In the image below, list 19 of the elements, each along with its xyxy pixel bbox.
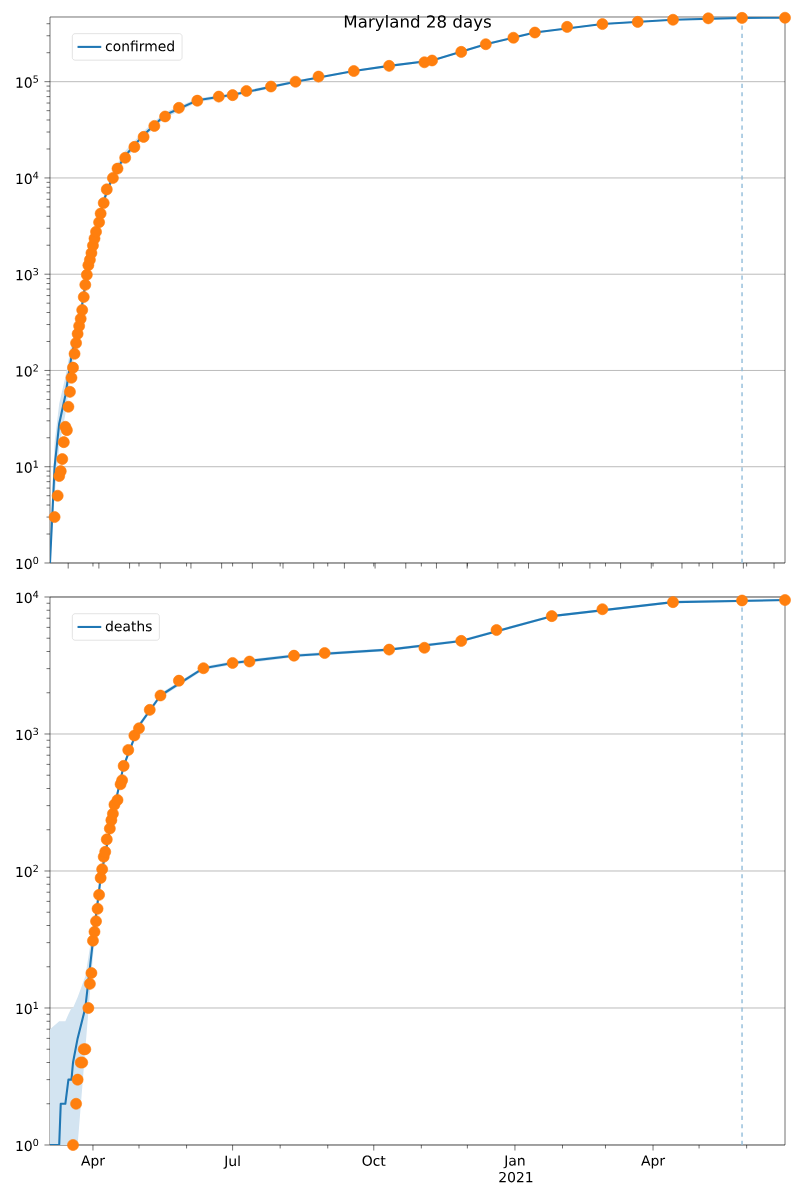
y-tick-label: 10$^{4}$: [16, 171, 39, 185]
x-tick-label: Jul: [223, 1155, 240, 1169]
y-tick-label: 10$^{2}$: [16, 364, 38, 377]
x-tick-label: Apr: [81, 1155, 105, 1169]
y-tick-label: 10$^{1}$: [16, 1001, 38, 1015]
legend-label: deaths: [105, 620, 152, 632]
y-tick-label: 10$^{4}$: [16, 590, 39, 604]
y-tick-label: 10$^{0}$: [16, 556, 39, 570]
y-tick-label: 10$^{3}$: [16, 727, 39, 741]
x-tick-label: Jan 2021: [499, 1155, 533, 1183]
legend-label: confirmed: [105, 40, 174, 52]
x-tick-label: Oct: [362, 1155, 386, 1166]
y-tick-label: 10$^{2}$: [16, 864, 38, 878]
y-tick-label: 10$^{0}$: [16, 1138, 39, 1152]
chart-title: Maryland 28 days: [344, 14, 491, 32]
y-tick-label: 10$^{5}$: [16, 75, 38, 88]
x-tick-label: Apr: [641, 1155, 666, 1169]
y-tick-label: 10$^{1}$: [16, 460, 38, 473]
y-tick-label: 10$^{3}$: [16, 267, 39, 281]
